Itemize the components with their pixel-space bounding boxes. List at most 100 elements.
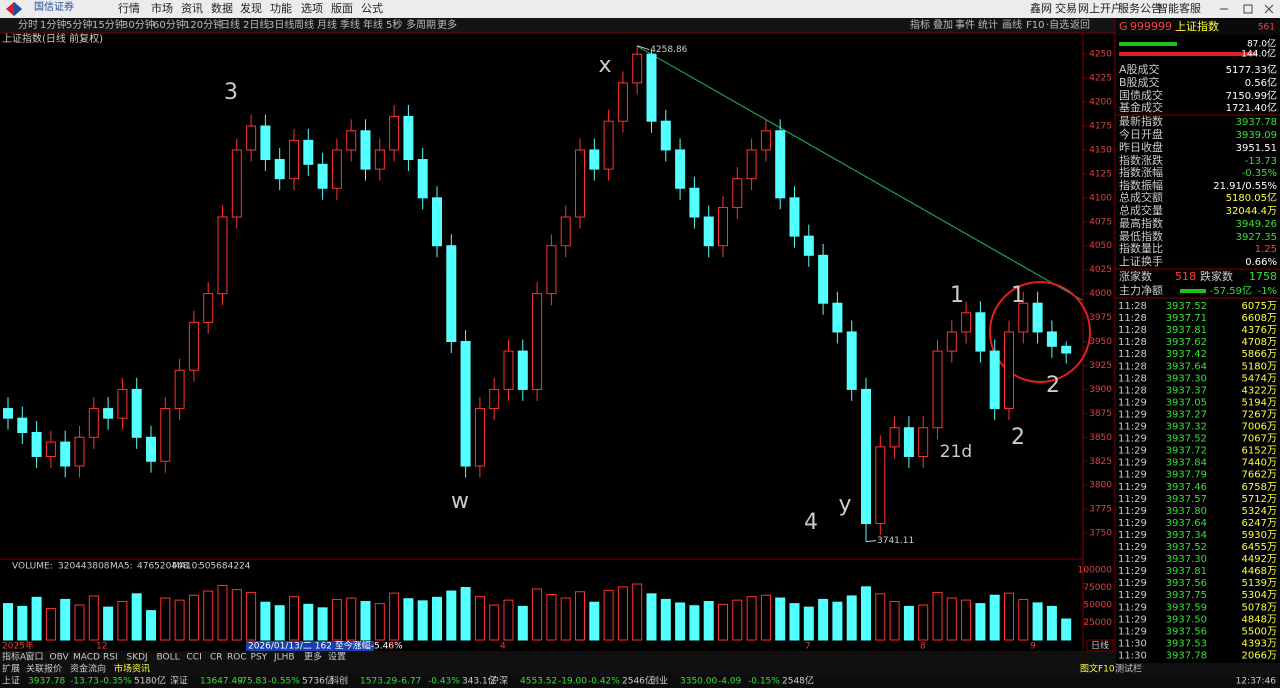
tool-button[interactable]: ·自选	[1046, 18, 1069, 31]
indicator-tab[interactable]: 设置	[328, 652, 346, 663]
extra-tab[interactable]: 市场资讯	[114, 663, 150, 675]
menu-link[interactable]: 网上开户	[1078, 1, 1122, 15]
status-field: 5180亿	[134, 675, 166, 687]
indicator-tab[interactable]: PSY	[251, 653, 268, 663]
period-tab[interactable]: 日线	[220, 18, 240, 31]
period-tab[interactable]: 2日线	[243, 18, 269, 31]
candle-body	[732, 178, 743, 208]
period-tab[interactable]: 5秒	[386, 18, 402, 31]
indicator-tab[interactable]: CR	[210, 653, 223, 663]
indicator-tab[interactable]: OBV	[50, 653, 70, 663]
menu-item[interactable]: 功能	[270, 1, 292, 15]
trade-volume: 7267万	[1242, 409, 1277, 420]
volume-bar	[760, 594, 771, 641]
indicator-tab[interactable]: ROC	[227, 653, 247, 663]
indicator-tab[interactable]: BOLL	[157, 653, 180, 663]
candle-body	[918, 427, 929, 457]
menu-bar	[0, 0, 1280, 18]
bottom-link[interactable]: 图文F10	[1080, 663, 1115, 675]
candle-body	[289, 139, 299, 180]
trade-price: 3937.71	[1166, 313, 1207, 324]
trade-price: 3937.56	[1166, 626, 1207, 637]
period-tab[interactable]: 更多	[437, 18, 457, 31]
indicator-tab[interactable]: 指标A	[2, 651, 27, 663]
trade-time: 11:29	[1118, 506, 1147, 517]
volume-bar	[160, 597, 171, 641]
period-tab[interactable]: 周线	[294, 18, 314, 31]
indicator-tab[interactable]: 窗口	[26, 651, 44, 663]
volume-bar	[861, 586, 871, 641]
tool-button[interactable]: 统计	[978, 18, 998, 31]
period-box-label: 日线	[1091, 640, 1109, 652]
volume-bar	[474, 596, 485, 641]
trade-volume: 5866万	[1242, 349, 1277, 360]
trade-price: 3937.62	[1166, 337, 1207, 348]
extra-tab[interactable]: 扩展	[2, 663, 20, 675]
trade-time: 11:30	[1118, 638, 1147, 649]
menu-item[interactable]: 市场	[151, 1, 173, 15]
tool-button[interactable]: 叠加	[933, 19, 953, 31]
period-tab[interactable]: 年线	[363, 18, 383, 31]
menu-item[interactable]: 数据	[211, 1, 233, 15]
maximize[interactable]	[1243, 4, 1253, 14]
quote-label: 总成交额	[1119, 190, 1163, 204]
trade-volume: 4708万	[1242, 337, 1277, 348]
period-tab[interactable]: 多周期	[406, 18, 436, 31]
flow-pct: -1%	[1258, 286, 1277, 297]
period-tab[interactable]: 60分钟	[153, 18, 186, 31]
flow-value: -57.59亿	[1210, 284, 1252, 297]
candle-body	[3, 408, 13, 419]
indicator-tab[interactable]: JLHB	[273, 653, 295, 663]
quote-value: 3927.35	[1236, 232, 1277, 243]
indicator-tab[interactable]: SKDJ	[127, 653, 148, 663]
period-tab[interactable]: 30分钟	[122, 18, 155, 31]
menu-item[interactable]: 资讯	[181, 2, 203, 15]
period-tab[interactable]: 月线	[317, 18, 337, 31]
tool-button[interactable]: 返回	[1070, 19, 1090, 31]
menu-item[interactable]: 行情	[118, 2, 140, 15]
menu-item[interactable]: 发现	[240, 1, 262, 15]
volume-bar	[961, 599, 972, 641]
indicator-tab[interactable]: CCI	[187, 653, 202, 663]
candle-body	[1046, 331, 1057, 347]
indicator-tab[interactable]: 更多	[304, 651, 322, 663]
indicator-tab[interactable]: RSI	[103, 653, 118, 663]
indicator-tab[interactable]: MACD	[73, 653, 100, 663]
volume-bar	[203, 590, 214, 641]
period-tab[interactable]: 5分钟	[66, 18, 92, 31]
menu-item[interactable]: 版面	[331, 1, 353, 15]
tool-button[interactable]: 指标	[910, 18, 930, 31]
extra-tab[interactable]: 关联报价	[26, 663, 62, 675]
period-tab[interactable]: 120分钟	[184, 18, 223, 31]
window-controls[interactable]	[1220, 4, 1274, 14]
menu-link[interactable]: 服务公告	[1118, 2, 1162, 15]
volume-bar	[289, 596, 299, 641]
status-field: -0.55%	[268, 677, 300, 687]
period-tab[interactable]: 分时	[18, 19, 38, 31]
candle-body	[975, 312, 986, 352]
trade-time: 11:28	[1118, 361, 1147, 372]
trade-time: 11:29	[1118, 566, 1147, 577]
trade-time: 11:30	[1118, 650, 1147, 661]
menu-link[interactable]: 交易	[1055, 1, 1077, 15]
tool-button[interactable]: 画线	[1002, 18, 1022, 31]
y-tick-label: 3900	[1089, 385, 1112, 395]
menu-link[interactable]: 智能客服	[1157, 1, 1201, 15]
quote-value: 0.56亿	[1245, 76, 1277, 89]
menu-link[interactable]: 鑫网	[1030, 1, 1052, 15]
menu-item[interactable]: 公式	[361, 2, 383, 15]
tool-button[interactable]: 事件	[955, 18, 975, 31]
trade-price: 3937.46	[1166, 482, 1207, 493]
menu-item[interactable]: 选项	[301, 2, 323, 15]
period-tab[interactable]: 1分钟	[40, 18, 66, 31]
wave-label: 1	[950, 283, 964, 308]
extra-tab[interactable]: 资金流向	[70, 663, 106, 675]
close[interactable]	[1264, 4, 1274, 14]
tool-button[interactable]: F10	[1026, 20, 1044, 31]
period-tab[interactable]: 15分钟	[92, 18, 125, 31]
bottom-link[interactable]: 测试栏	[1115, 663, 1142, 675]
period-tab[interactable]: 季线	[340, 18, 360, 31]
period-tab[interactable]: 3日线	[268, 18, 294, 31]
volume-bar	[718, 603, 728, 641]
volume-bar	[689, 605, 700, 641]
